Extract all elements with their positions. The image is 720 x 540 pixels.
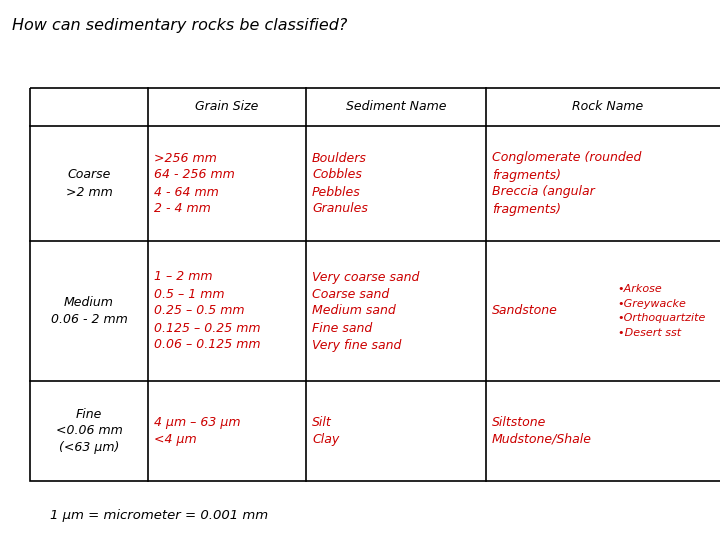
Text: Grain Size: Grain Size bbox=[195, 100, 258, 113]
Text: 1 μm = micrometer = 0.001 mm: 1 μm = micrometer = 0.001 mm bbox=[50, 509, 268, 522]
Text: >256 mm
64 - 256 mm
4 - 64 mm
2 - 4 mm: >256 mm 64 - 256 mm 4 - 64 mm 2 - 4 mm bbox=[154, 152, 235, 215]
Text: Fine
<0.06 mm
(<63 μm): Fine <0.06 mm (<63 μm) bbox=[55, 408, 122, 455]
Text: Very coarse sand
Coarse sand
Medium sand
Fine sand
Very fine sand: Very coarse sand Coarse sand Medium sand… bbox=[312, 271, 419, 352]
Bar bbox=[30, 88, 720, 481]
Text: Sediment Name: Sediment Name bbox=[346, 100, 446, 113]
Text: Silt
Clay: Silt Clay bbox=[312, 416, 339, 446]
Text: 1 – 2 mm
0.5 – 1 mm
0.25 – 0.5 mm
0.125 – 0.25 mm
0.06 – 0.125 mm: 1 – 2 mm 0.5 – 1 mm 0.25 – 0.5 mm 0.125 … bbox=[154, 271, 261, 352]
Text: Medium
0.06 - 2 mm: Medium 0.06 - 2 mm bbox=[50, 296, 127, 326]
Text: 4 μm – 63 μm
<4 μm: 4 μm – 63 μm <4 μm bbox=[154, 416, 240, 446]
Text: Siltstone
Mudstone/Shale: Siltstone Mudstone/Shale bbox=[492, 416, 592, 446]
Text: •Arkose
•Greywacke
•Orthoquartzite
•Desert sst: •Arkose •Greywacke •Orthoquartzite •Dese… bbox=[618, 285, 706, 338]
Text: Sandstone: Sandstone bbox=[492, 305, 558, 318]
Text: How can sedimentary rocks be classified?: How can sedimentary rocks be classified? bbox=[12, 18, 347, 33]
Text: Coarse
>2 mm: Coarse >2 mm bbox=[66, 168, 112, 199]
Text: Boulders
Cobbles
Pebbles
Granules: Boulders Cobbles Pebbles Granules bbox=[312, 152, 368, 215]
Text: Conglomerate (rounded
fragments)
Breccia (angular
fragments): Conglomerate (rounded fragments) Breccia… bbox=[492, 152, 642, 215]
Text: Rock Name: Rock Name bbox=[572, 100, 644, 113]
